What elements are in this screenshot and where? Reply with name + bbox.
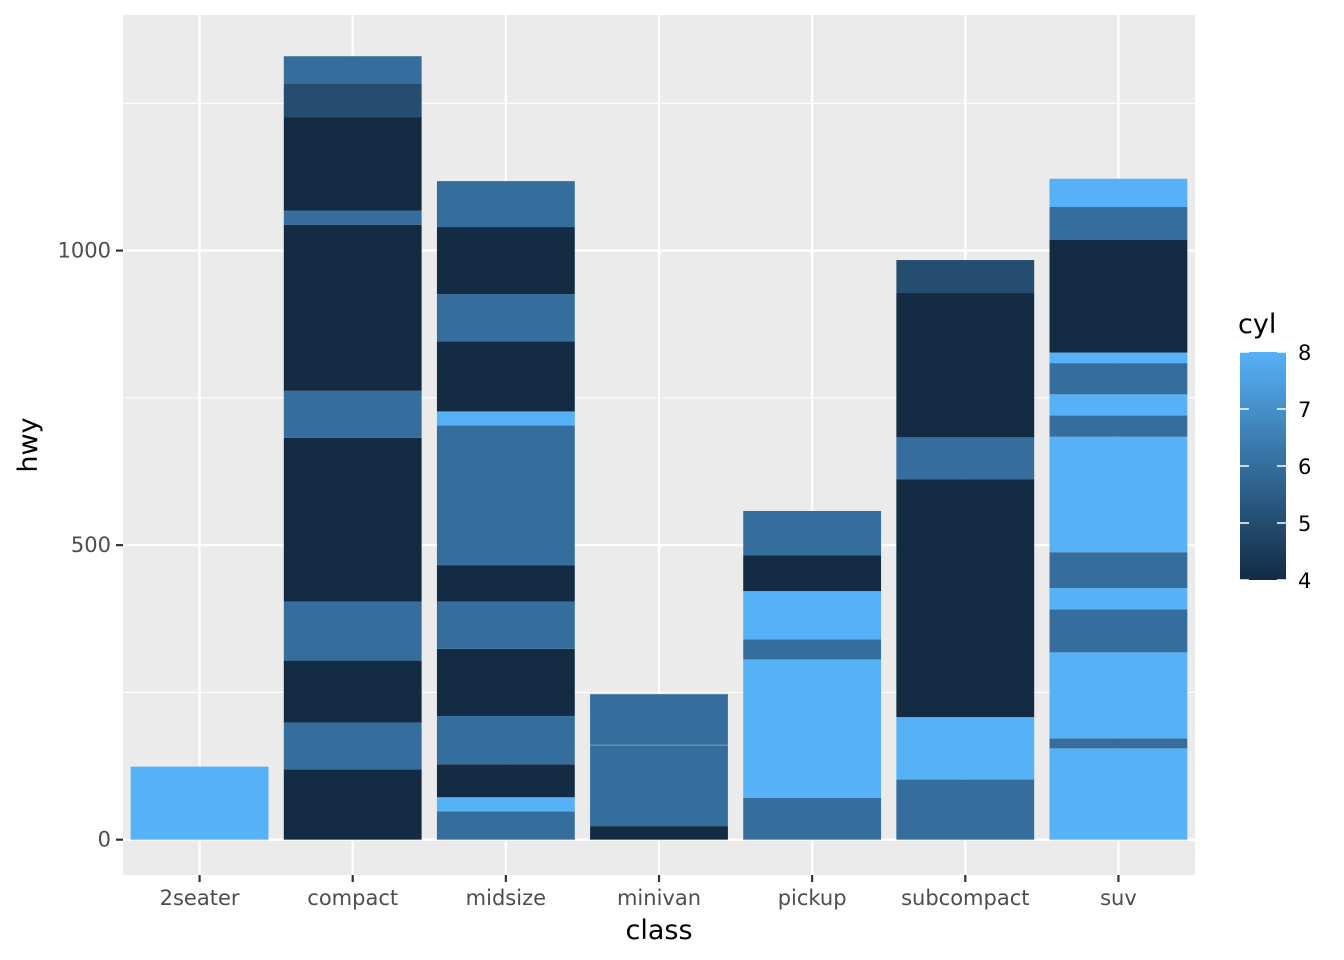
bar-segment-compact — [283, 769, 422, 840]
x-tick-label-suv: suv — [1100, 886, 1137, 910]
bar-segment-subcompact — [896, 717, 1035, 780]
bar-segment-suv — [1049, 207, 1188, 241]
bar-segment-compact — [283, 210, 422, 225]
bar-segment-compact — [283, 224, 422, 391]
bar-segment-suv — [1049, 748, 1188, 840]
bar-segment-suv — [1049, 436, 1188, 553]
bar-segment-midsize — [436, 565, 575, 602]
bar-segment-subcompact — [896, 260, 1035, 294]
x-tick-label-subcompact: subcompact — [901, 886, 1029, 910]
x-tick-label-compact: compact — [307, 886, 398, 910]
bar-segment-pickup — [743, 591, 882, 640]
bar-segment-midsize — [436, 715, 575, 765]
bar-segment-minivan — [590, 826, 728, 840]
x-tick-label-pickup: pickup — [778, 886, 847, 910]
bar-segment-suv — [1049, 652, 1188, 739]
bar-segment-compact — [283, 390, 422, 438]
bar-segment-midsize — [436, 811, 575, 840]
bar-segment-pickup — [743, 639, 882, 660]
bar-segment-pickup — [743, 510, 882, 556]
bar-segment-2seater — [130, 766, 269, 840]
bar-segment-compact — [283, 601, 422, 661]
legend-tick-label: 6 — [1298, 455, 1311, 479]
y-tick-label: 500 — [71, 533, 111, 557]
bar-segment-suv — [1049, 363, 1188, 395]
bar-segment-compact — [283, 56, 422, 84]
bar-segment-subcompact — [896, 779, 1035, 840]
bar-segment-suv — [1049, 394, 1188, 416]
bar-segment-compact — [283, 437, 422, 602]
bar-segment-midsize — [436, 797, 575, 812]
bar-segment-minivan — [590, 694, 728, 745]
legend-tick-label: 4 — [1298, 569, 1311, 593]
bar-segment-midsize — [436, 764, 575, 798]
bar-segment-midsize — [436, 411, 575, 426]
bar-segment-subcompact — [896, 293, 1035, 438]
bar-segment-midsize — [436, 425, 575, 566]
bar-segment-midsize — [436, 601, 575, 649]
legend-tick-label: 7 — [1298, 398, 1311, 422]
x-tick-label-midsize: midsize — [466, 886, 546, 910]
legend: cyl 4 5 6 7 8 — [1238, 309, 1311, 593]
y-axis: 0 500 1000 — [58, 239, 123, 852]
bar-segment-suv — [1049, 609, 1188, 653]
y-tick-label: 0 — [98, 828, 111, 852]
bar-segment-compact — [283, 722, 422, 770]
bar-segment-suv — [1049, 178, 1188, 208]
bar-segment-suv — [1049, 352, 1188, 364]
bar-segment-compact — [283, 660, 422, 723]
bar-segment-midsize — [436, 294, 575, 342]
bar-segment-subcompact — [896, 437, 1035, 480]
bar-segment-midsize — [436, 227, 575, 295]
legend-tick-label: 5 — [1298, 512, 1311, 536]
x-axis: 2seater compact midsize minivan pickup subcom… — [160, 875, 1137, 910]
bar-segment-midsize — [436, 648, 575, 716]
bar-segment-suv — [1049, 552, 1188, 589]
bar-segment-suv — [1049, 588, 1188, 610]
x-tick-label-minivan: minivan — [617, 886, 701, 910]
bar-segment-minivan — [590, 745, 728, 827]
bar-segment-pickup — [743, 555, 882, 592]
bar-segment-suv — [1049, 415, 1188, 437]
bar-segment-compact — [283, 83, 422, 118]
bar-segment-minivan — [590, 744, 728, 746]
bar-segment-pickup — [743, 659, 882, 798]
bar-segment-compact — [283, 117, 422, 211]
legend-ticks: 4 5 6 7 8 — [1240, 341, 1311, 593]
legend-title: cyl — [1238, 309, 1276, 340]
x-tick-label-2seater: 2seater — [160, 886, 240, 910]
bars — [130, 56, 1188, 840]
bar-segment-pickup — [743, 797, 882, 840]
legend-tick-label: 8 — [1298, 341, 1311, 365]
x-axis-title: class — [625, 915, 692, 946]
bar-segment-midsize — [436, 181, 575, 228]
bar-segment-suv — [1049, 240, 1188, 353]
bar-segment-suv — [1049, 738, 1188, 749]
y-tick-label: 1000 — [58, 239, 111, 263]
bar-segment-subcompact — [896, 479, 1035, 718]
y-axis-title: hwy — [13, 417, 44, 472]
bar-segment-midsize — [436, 341, 575, 412]
